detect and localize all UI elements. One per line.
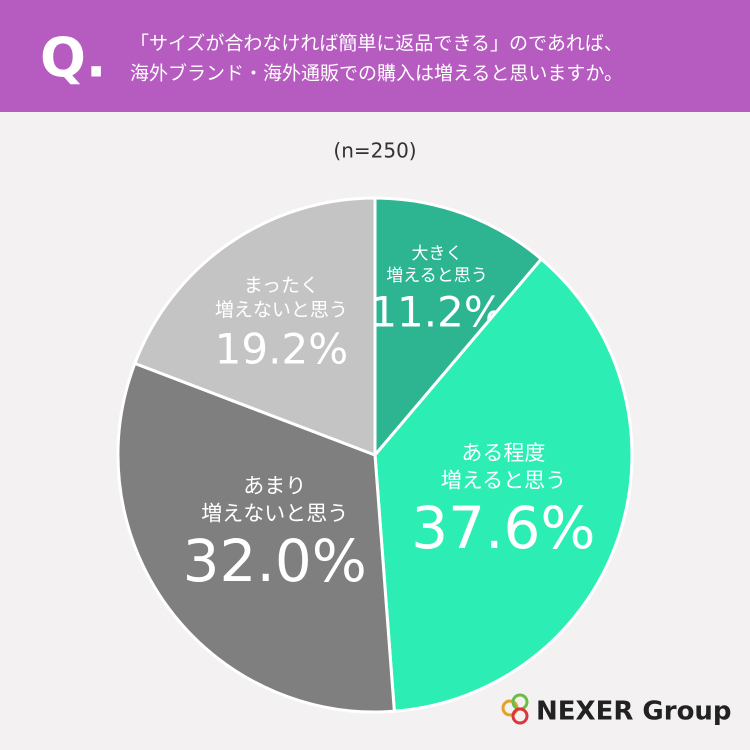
value-label: 32.0% (183, 527, 367, 595)
pie-slice (132, 196, 377, 458)
logo-icon (511, 707, 529, 725)
question-line: 海外ブランド・海外通販での購入は増えると思いますか。 (130, 62, 623, 85)
value-label: 19.2% (215, 324, 348, 373)
slice-label: 増えると思う (441, 468, 566, 492)
slice-label: 大きく (412, 244, 463, 264)
slice-label: まったく (244, 274, 319, 296)
pie-slice (373, 256, 634, 713)
slice-label: あまり (243, 474, 306, 498)
slice-label: 増えないと思う (215, 299, 348, 321)
value-label: 37.6% (411, 494, 595, 562)
q-mark: Q. (40, 27, 106, 90)
slice-label: 増えると思う (386, 266, 488, 286)
logo: NEXER Group (501, 693, 732, 727)
subtitle: (n=250) (333, 139, 416, 163)
slice-label: ある程度 (461, 441, 545, 465)
header-band (0, 0, 750, 112)
pie-slice (116, 361, 396, 714)
logo-text: NEXER Group (536, 697, 732, 727)
pie-slice (373, 196, 544, 460)
question-line: 「サイズが合わなければ簡単に返品できる」のであれば、 (130, 33, 623, 55)
slice-label: 増えないと思う (201, 501, 348, 525)
